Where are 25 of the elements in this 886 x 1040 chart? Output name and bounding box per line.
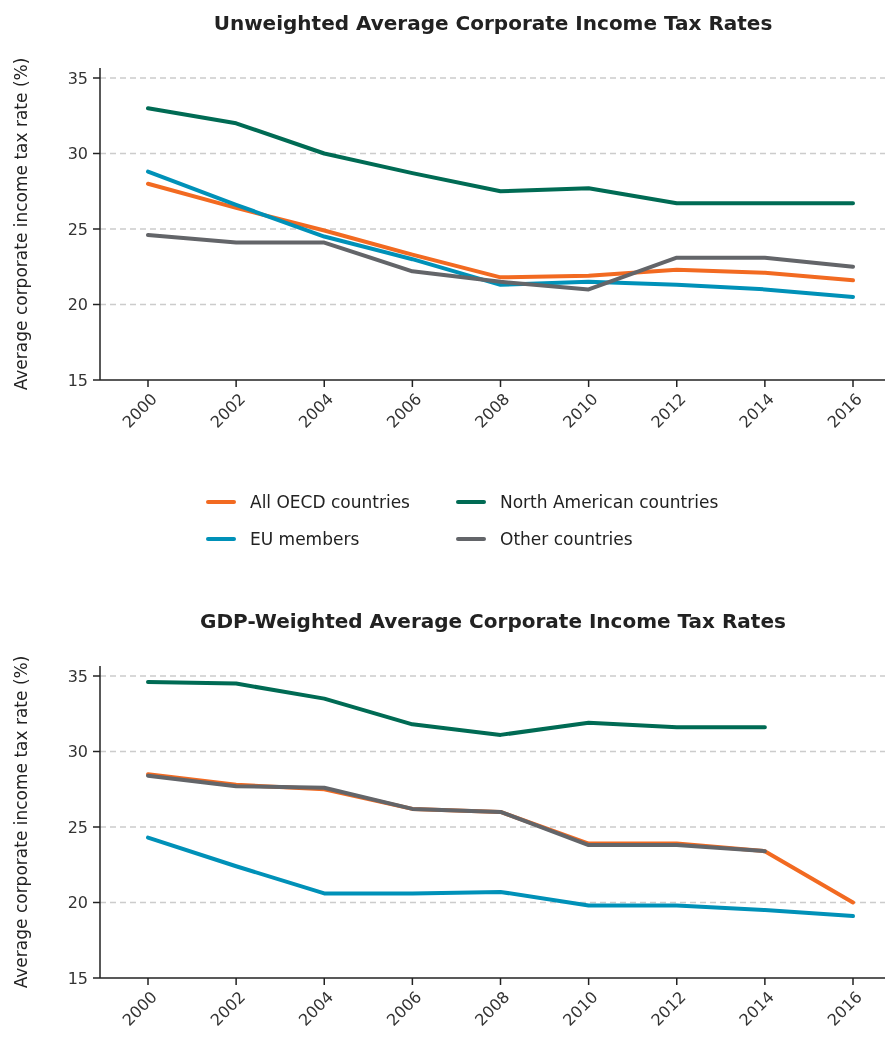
y-tick-label: 35	[67, 666, 88, 686]
line-series	[146, 106, 855, 206]
line-series	[146, 181, 855, 283]
y-tick-label: 15	[67, 968, 88, 988]
line-series	[146, 680, 767, 737]
y-tick-label: 20	[67, 295, 88, 315]
legend-label: All OECD countries	[250, 491, 411, 512]
y-tick-label: 25	[67, 817, 88, 837]
y-tick-label: 35	[67, 68, 88, 88]
legend-label: EU members	[250, 528, 360, 549]
y-tick-label: 20	[67, 893, 88, 913]
chart-title: Unweighted Average Corporate Income Tax Rates	[213, 11, 773, 35]
line-series	[146, 773, 767, 854]
y-tick-label: 30	[67, 144, 88, 164]
y-tick-label: 15	[67, 370, 88, 390]
chart-title: GDP-Weighted Average Corporate Income Tax Rates	[200, 609, 786, 633]
y-axis-title: Average corporate income tax rate (%)	[11, 655, 31, 989]
line-series	[146, 169, 855, 299]
line-series	[146, 835, 855, 919]
y-tick-label: 30	[67, 742, 88, 762]
y-tick-label: 25	[67, 219, 88, 239]
legend-label: North American countries	[500, 491, 719, 512]
y-axis-title: Average corporate income tax rate (%)	[11, 57, 31, 391]
line-series	[146, 233, 855, 292]
legend-label: Other countries	[500, 528, 633, 549]
